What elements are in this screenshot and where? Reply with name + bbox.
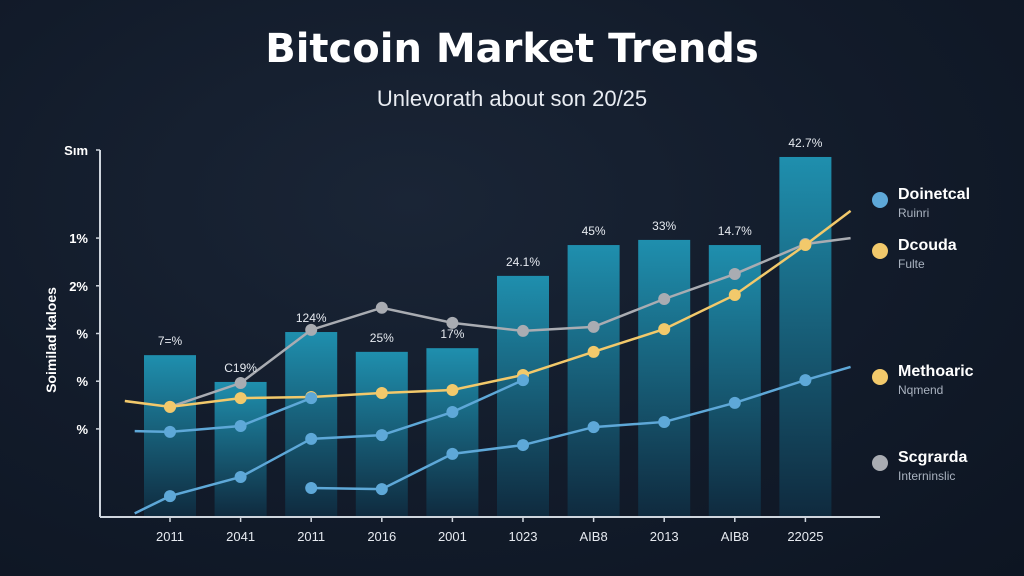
bar-value-label: 24.1%: [506, 255, 540, 269]
series-point: [517, 374, 529, 387]
bar-value-label: 124%: [296, 311, 327, 325]
series-point: [305, 392, 318, 405]
x-tick-label: 1023: [509, 529, 538, 544]
y-tick-label: Sım: [64, 143, 88, 158]
chart-subtitle: Unlevorath about son 20/25: [376, 86, 648, 111]
series-point: [799, 374, 812, 387]
series-point: [728, 288, 741, 301]
y-tick-label: %: [76, 422, 88, 437]
series-point: [234, 419, 247, 432]
series-line-dcouda: [124, 209, 852, 409]
series-point: [375, 483, 388, 496]
legend-subtext: Ruinri: [898, 206, 930, 220]
series-point: [728, 396, 741, 409]
series-point: [658, 293, 671, 306]
series-point: [728, 268, 741, 281]
series-point: [234, 392, 247, 405]
series-point: [446, 406, 459, 419]
y-axis-label: Soimilad kaloes: [43, 287, 59, 393]
x-tick-label: 2011: [297, 529, 325, 544]
series-point: [375, 429, 388, 442]
legend-subtext: Interninslic: [898, 469, 956, 483]
x-tick-label: 2001: [438, 529, 467, 544]
series-point: [164, 490, 176, 503]
series-point: [658, 415, 671, 428]
series-point: [446, 384, 459, 397]
series-point: [164, 400, 176, 413]
series-point: [658, 323, 671, 336]
legend-name: Doinetcal: [898, 186, 971, 203]
y-tick-label: 1%: [69, 231, 88, 246]
legend-name: Methoaric: [898, 363, 974, 380]
series-point: [799, 239, 812, 252]
bar: [214, 381, 267, 517]
x-tick-label: 2016: [367, 529, 396, 544]
bar-value-label: 25%: [370, 331, 394, 345]
series-point: [446, 447, 459, 460]
bar: [779, 156, 832, 517]
series-line-doinetcal: [134, 396, 312, 434]
series-point: [234, 377, 247, 390]
bar: [567, 245, 620, 518]
series-point: [587, 345, 600, 358]
series-point: [234, 470, 247, 483]
bar-value-label: 45%: [582, 224, 606, 238]
x-tick-label: 22025: [787, 529, 823, 544]
bar-value-label: 42.7%: [788, 136, 822, 150]
legend-dot-icon: [872, 243, 888, 259]
series-point: [305, 432, 318, 445]
series-point: [375, 301, 388, 314]
y-tick-label: %: [76, 327, 88, 342]
x-tick-label: 2011: [156, 529, 184, 544]
x-tick-label: 2013: [650, 529, 679, 544]
bar: [497, 275, 549, 517]
series-point: [517, 324, 529, 337]
y-tick-label: 2%: [69, 279, 88, 294]
legend-dot-icon: [872, 192, 888, 208]
legend-dot-icon: [872, 455, 888, 471]
bar-value-label: 33%: [652, 219, 676, 233]
x-tick-label: AIB8: [721, 529, 749, 544]
bar: [426, 348, 479, 517]
legend-name: Dcouda: [898, 237, 957, 254]
series-point: [446, 316, 459, 329]
x-tick-label: AIB8: [580, 529, 608, 544]
x-tick-label: 2041: [226, 529, 255, 544]
legend-dot-icon: [872, 369, 888, 385]
y-tick-label: %: [76, 374, 88, 389]
series-point: [517, 439, 529, 452]
legend-name: Scgrarda: [898, 449, 968, 466]
series-point: [305, 482, 318, 495]
series-point: [587, 320, 600, 333]
legend-subtext: Fulte: [898, 257, 925, 271]
bar-value-label: C19%: [224, 361, 257, 375]
chart-title: Bitcoin Market Trends: [265, 26, 759, 72]
bar: [638, 239, 691, 518]
series-point: [587, 421, 600, 434]
bar: [708, 245, 761, 518]
series-point: [305, 323, 318, 336]
series-point: [375, 386, 388, 399]
series-point: [164, 425, 176, 438]
bar-value-label: 17%: [440, 327, 464, 341]
legend-subtext: Nqmend: [898, 383, 944, 397]
bar-value-label: 7=%: [158, 334, 183, 348]
bar-value-label: 14.7%: [718, 224, 752, 238]
